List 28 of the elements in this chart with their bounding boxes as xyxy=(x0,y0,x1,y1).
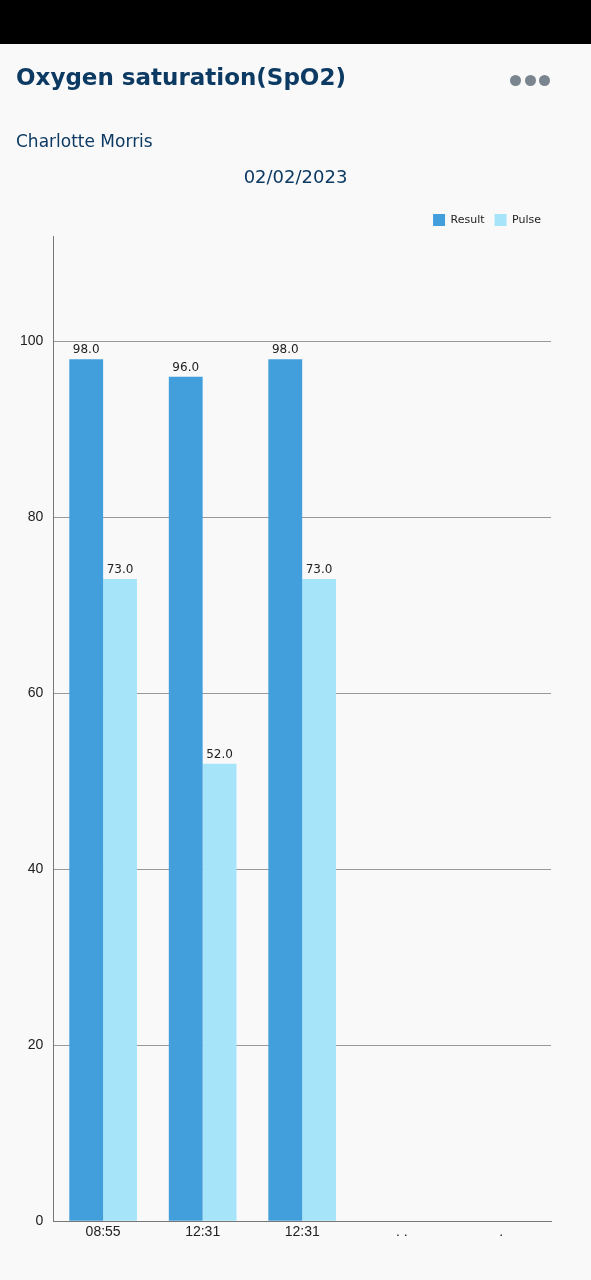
y-tick-label: 20 xyxy=(27,1036,44,1053)
data-label: 73.0 xyxy=(106,562,134,577)
x-tick-label: 12:31 xyxy=(284,1223,320,1240)
bar xyxy=(302,579,337,1221)
bar xyxy=(168,376,203,1221)
bar xyxy=(268,359,303,1221)
chart-title: Oxygen saturation(SpO2) xyxy=(16,64,346,90)
x-tick-label: 08:55 xyxy=(85,1223,121,1240)
x-tick-label: . . xyxy=(395,1223,408,1240)
text: Charlotte Morris xyxy=(16,131,153,151)
data-label: 52.0 xyxy=(206,746,233,761)
legend-label: Result xyxy=(450,212,486,226)
y-tick-label: 100 xyxy=(20,332,44,349)
x-tick-label: 12:31 xyxy=(185,1223,221,1240)
bar xyxy=(103,579,137,1221)
chart-subtitle: 02/02/2023 xyxy=(242,166,349,187)
y-tick-label: 80 xyxy=(27,508,44,525)
bar xyxy=(69,359,104,1221)
data-label: 98.0 xyxy=(271,342,299,357)
y-tick-label: 0 xyxy=(35,1212,44,1229)
data-label: 96.0 xyxy=(172,359,200,374)
bar xyxy=(202,763,237,1221)
legend-label: Pulse xyxy=(512,212,542,226)
data-label: 73.0 xyxy=(305,562,333,577)
x-tick-label: . xyxy=(499,1223,504,1240)
y-tick-label: 60 xyxy=(27,684,44,701)
data-label: 98.0 xyxy=(72,342,100,357)
y-tick-label: 40 xyxy=(27,860,44,877)
